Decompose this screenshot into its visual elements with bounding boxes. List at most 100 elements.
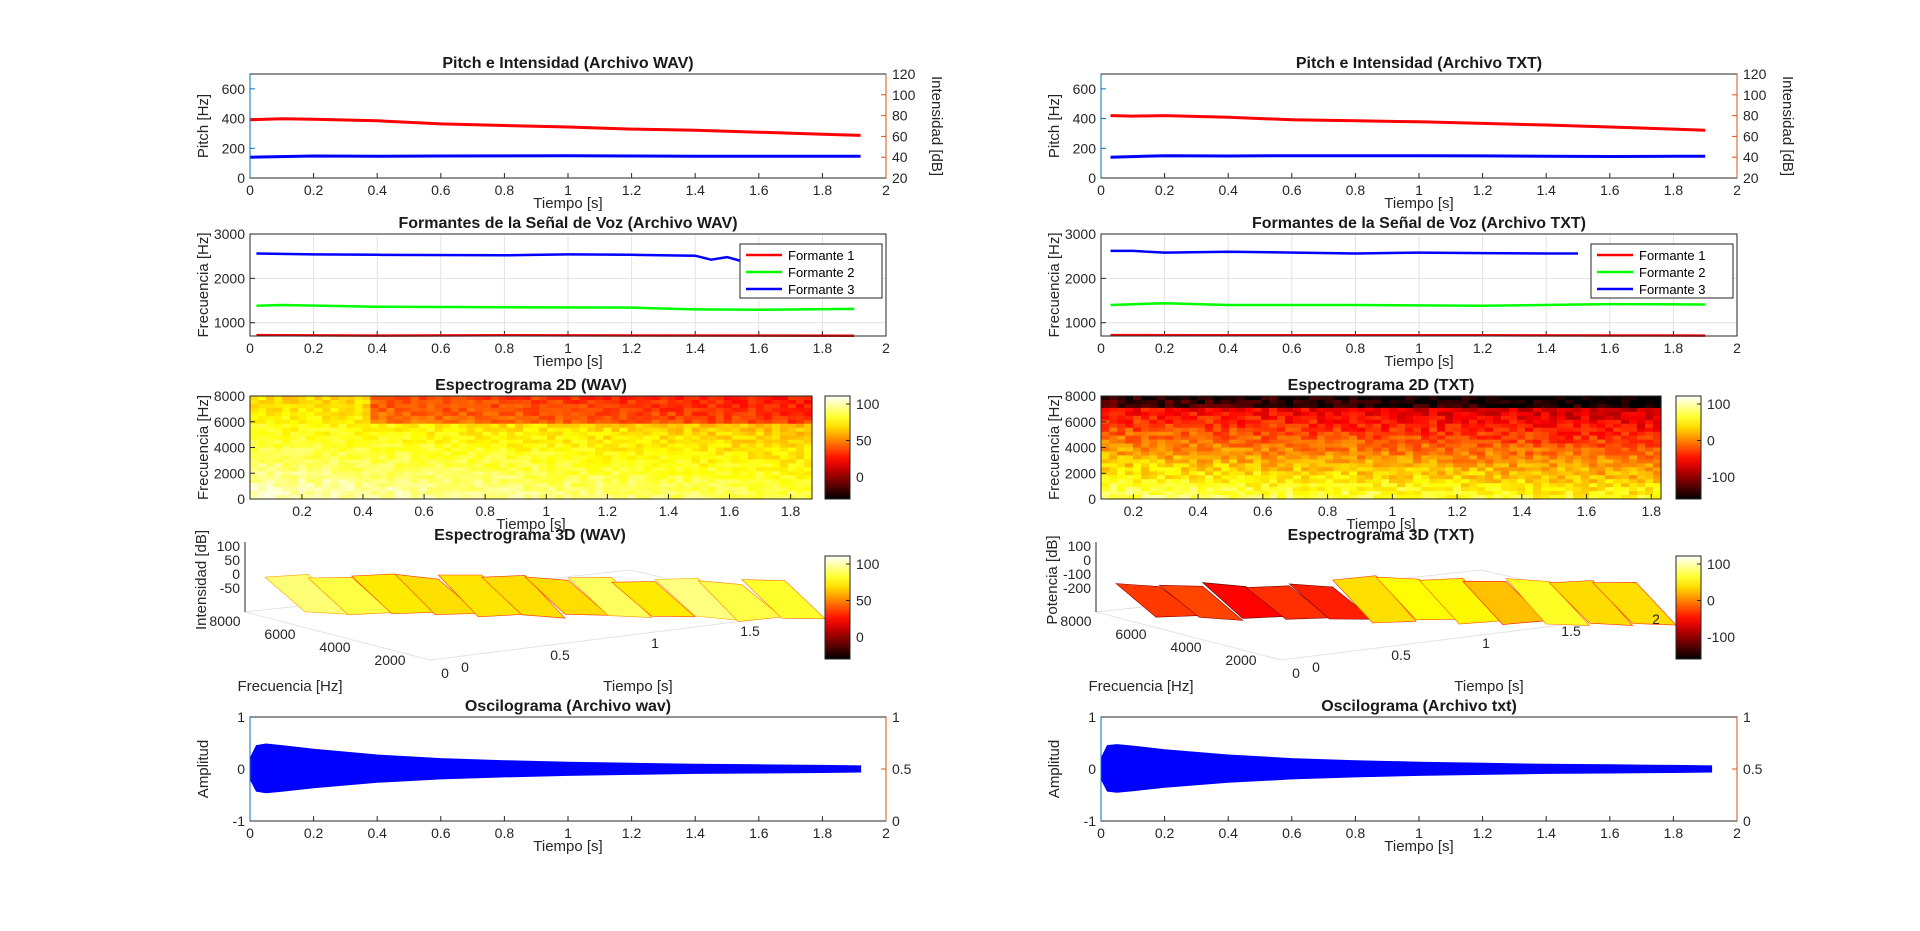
spectrogram2d-wav-cell	[410, 407, 420, 413]
formants-txt-ytick-label: 2000	[1065, 270, 1096, 286]
spectrogram2d-txt-cell	[1589, 471, 1598, 476]
spectrogram2d-wav-cell	[635, 419, 644, 425]
spectrogram2d-wav-cell	[250, 475, 259, 480]
spectrogram2d-wav-cell	[771, 443, 781, 449]
spectrogram2d-txt-cell	[1165, 463, 1174, 468]
spectrogram2d-wav-cell	[731, 435, 741, 441]
spectrogram2d-txt-cell	[1397, 431, 1406, 437]
spectrogram2d-wav-cell	[603, 459, 612, 464]
spectrogram2d-txt-cell	[1125, 435, 1134, 441]
spectrogram2d-txt-cell	[1237, 411, 1246, 417]
spectrogram2d-wav-cell	[418, 459, 428, 464]
spectrogram2d-txt-xtick-label: 1	[1388, 503, 1396, 519]
spectrogram2d-wav-cell	[322, 411, 331, 417]
spectrogram2d-txt-cell	[1365, 463, 1374, 468]
spectrogram2d-txt-cell	[1573, 419, 1582, 425]
spectrogram2d-txt-cell	[1173, 439, 1182, 445]
spectrogram2d-wav-cell	[402, 491, 412, 496]
spectrogram2d-wav-cell	[731, 483, 741, 488]
spectrogram2d-txt-cell	[1133, 396, 1142, 401]
spectrogram2d-txt-cell	[1261, 415, 1270, 421]
spectrogram2d-wav-cell	[450, 483, 460, 488]
spectrogram2d-txt-cell	[1381, 443, 1390, 449]
spectrogram2d-txt-cell	[1101, 451, 1110, 457]
spectrogram2d-txt-cell	[1109, 483, 1118, 488]
spectrogram2d-txt-cell	[1613, 400, 1622, 405]
spectrogram3d-wav-ytick-label: 8000	[209, 613, 240, 629]
spectrogram3d-wav-surface-patch	[480, 575, 566, 619]
spectrogram2d-wav-cell	[523, 483, 532, 488]
spectrogram2d-txt-cell	[1533, 479, 1542, 484]
spectrogram2d-txt-cell	[1373, 396, 1382, 401]
spectrogram2d-wav-cell	[290, 471, 299, 476]
spectrogram2d-txt-cell	[1149, 443, 1158, 449]
spectrogram2d-txt-cell	[1397, 427, 1406, 433]
spectrogram2d-wav-cell	[659, 423, 669, 429]
spectrogram2d-txt-cell	[1213, 403, 1222, 409]
spectrogram2d-txt-cell	[1317, 479, 1326, 484]
spectrogram2d-wav-cell	[514, 463, 524, 468]
spectrogram2d-wav-cell	[611, 455, 620, 460]
spectrogram2d-wav-cell	[611, 463, 620, 468]
spectrogram2d-wav-cell	[571, 447, 580, 453]
spectrogram2d-wav-cell	[675, 475, 685, 480]
spectrogram2d-txt-cell	[1509, 463, 1518, 468]
spectrogram2d-wav-cell	[458, 419, 468, 425]
spectrogram2d-txt-cell	[1125, 411, 1134, 417]
spectrogram2d-wav-cell	[555, 467, 564, 472]
spectrogram2d-wav-cell	[755, 423, 765, 429]
spectrogram2d-txt-cell	[1301, 415, 1310, 421]
spectrogram2d-wav-cell	[506, 467, 516, 472]
spectrogram2d-txt-cell	[1461, 479, 1470, 484]
spectrogram2d-txt-cell	[1325, 483, 1334, 488]
spectrogram2d-txt-cell	[1277, 396, 1286, 401]
spectrogram2d-txt-cell	[1469, 467, 1478, 472]
spectrogram2d-txt-cell	[1165, 447, 1174, 453]
spectrogram2d-txt-cell	[1181, 419, 1190, 425]
spectrogram2d-wav-cell	[314, 491, 323, 496]
spectrogram2d-wav-cell	[643, 415, 652, 421]
spectrogram2d-wav-cell	[579, 415, 588, 421]
spectrogram2d-wav-cell	[306, 447, 315, 453]
spectrogram2d-txt-cell	[1117, 487, 1126, 492]
spectrogram2d-wav-cell	[506, 400, 516, 405]
spectrogram2d-wav-cell	[514, 427, 524, 433]
spectrogram2d-txt-cell	[1213, 479, 1222, 484]
spectrogram2d-txt-cell	[1165, 407, 1174, 413]
spectrogram2d-wav-cell	[354, 483, 363, 488]
spectrogram2d-txt-cell	[1613, 431, 1622, 437]
spectrogram2d-wav-cell	[531, 491, 540, 496]
spectrogram2d-txt-cell	[1357, 463, 1366, 468]
spectrogram2d-txt-cell	[1581, 415, 1590, 421]
spectrogram2d-wav-cell	[298, 431, 307, 437]
spectrogram2d-txt-cell	[1245, 495, 1254, 500]
spectrogram2d-wav-cell	[378, 403, 388, 409]
spectrogram2d-txt-cell	[1141, 459, 1150, 464]
spectrogram2d-txt-cell	[1421, 400, 1430, 405]
spectrogram2d-wav-cell	[450, 471, 460, 476]
spectrogram2d-wav-cell	[354, 439, 363, 445]
spectrogram2d-wav-cell	[779, 495, 789, 500]
spectrogram2d-txt-cell	[1381, 447, 1390, 453]
spectrogram2d-txt-cell	[1165, 419, 1174, 425]
spectrogram2d-wav-cell	[795, 467, 805, 472]
spectrogram2d-wav-cell	[354, 455, 363, 460]
spectrogram2d-wav-cell	[442, 431, 452, 437]
spectrogram2d-txt-cell	[1637, 447, 1646, 453]
spectrogram2d-wav-cell	[619, 495, 628, 500]
spectrogram2d-wav-cell	[691, 400, 701, 405]
spectrogram2d-wav-cell	[731, 459, 741, 464]
spectrogram2d-txt-cell	[1485, 431, 1494, 437]
spectrogram2d-wav-cell	[763, 495, 773, 500]
spectrogram2d-txt-cell	[1541, 475, 1550, 480]
spectrogram2d-wav-cell	[763, 423, 773, 429]
spectrogram2d-wav-cell	[434, 419, 444, 425]
spectrogram2d-txt-cell	[1157, 431, 1166, 437]
spectrogram2d-txt-cell	[1397, 471, 1406, 476]
spectrogram2d-txt-cell	[1317, 495, 1326, 500]
spectrogram2d-txt-cell	[1181, 427, 1190, 433]
spectrogram2d-txt-cell	[1477, 447, 1486, 453]
spectrogram2d-txt-cell	[1469, 396, 1478, 401]
spectrogram2d-wav-cell	[306, 463, 315, 468]
spectrogram2d-txt-cell	[1565, 495, 1574, 500]
